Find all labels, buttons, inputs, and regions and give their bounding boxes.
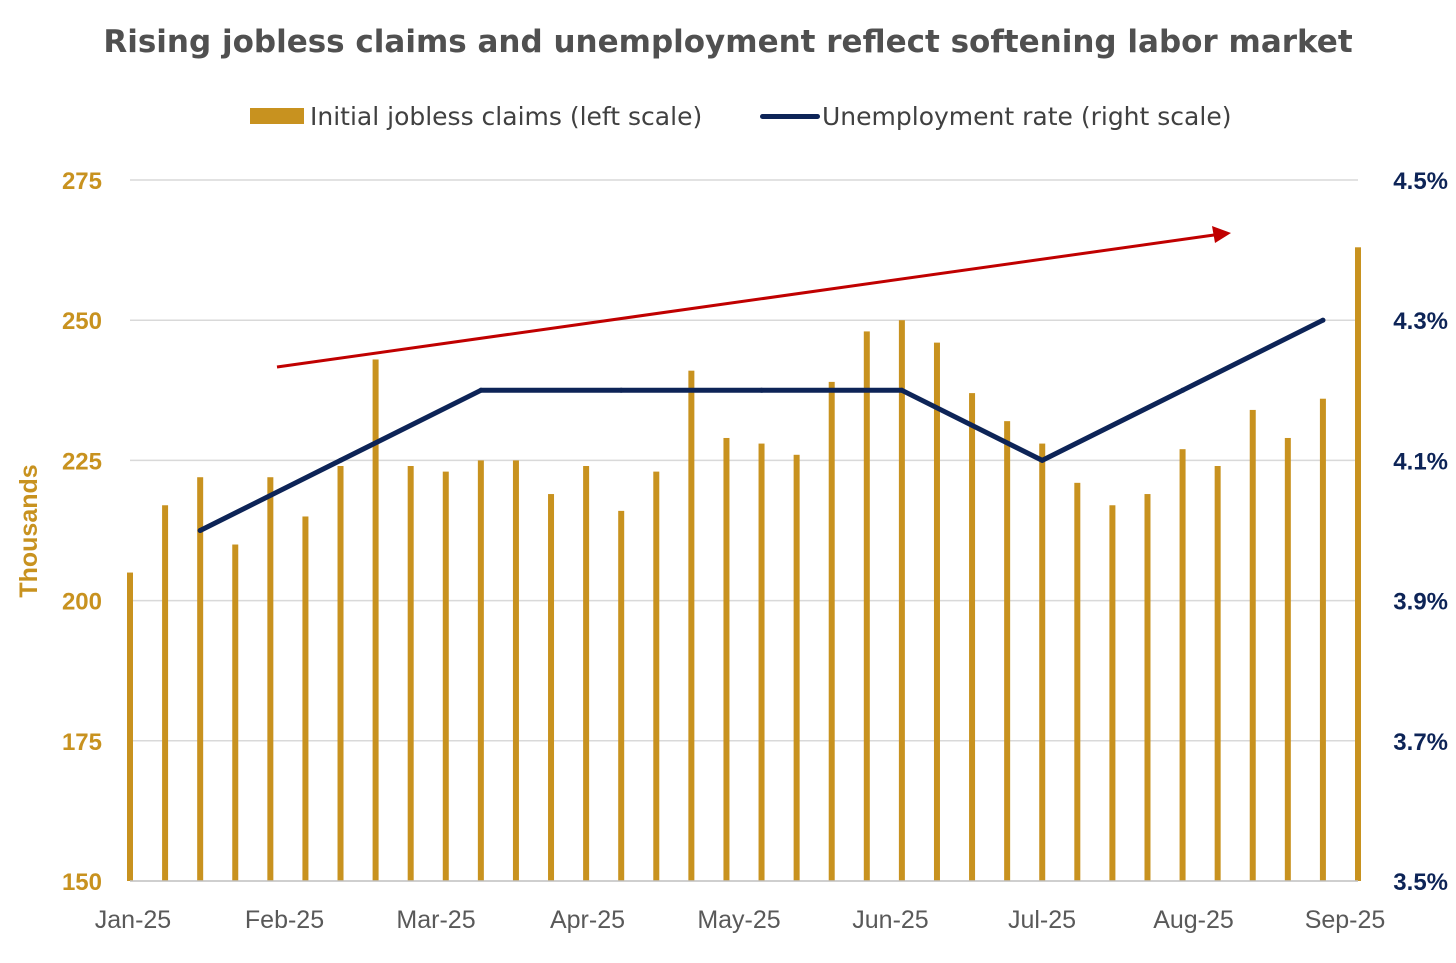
claims-bar bbox=[898, 320, 905, 881]
claims-bar bbox=[618, 510, 625, 881]
unemployment-point bbox=[759, 387, 765, 393]
claims-bar bbox=[969, 393, 976, 881]
unemployment-point bbox=[1180, 387, 1186, 393]
left-tick-label: 250 bbox=[62, 308, 102, 335]
claims-bar bbox=[442, 471, 449, 881]
right-tick-label: 4.5% bbox=[1393, 168, 1448, 195]
claims-bar bbox=[1284, 437, 1291, 881]
x-tick-label: Aug-25 bbox=[1153, 906, 1234, 934]
claims-bar bbox=[688, 370, 695, 881]
claims-bar bbox=[407, 466, 414, 881]
left-tick-label: 225 bbox=[62, 448, 102, 475]
unemployment-point bbox=[338, 457, 344, 463]
right-tick-label: 4.1% bbox=[1393, 448, 1448, 475]
unemployment-line-group bbox=[197, 317, 1326, 533]
claims-bar bbox=[372, 359, 379, 881]
claims-bar bbox=[127, 572, 133, 881]
unemployment-point bbox=[478, 387, 484, 393]
x-tick-label: Jul-25 bbox=[1008, 906, 1076, 934]
claims-bar bbox=[162, 505, 169, 881]
claims-bar bbox=[793, 454, 800, 881]
claims-bar bbox=[1144, 494, 1151, 881]
x-tick-label: Feb-25 bbox=[245, 906, 324, 934]
left-tick-label: 275 bbox=[62, 168, 102, 195]
right-tick-label: 3.7% bbox=[1393, 729, 1448, 756]
claims-bar bbox=[1109, 505, 1116, 881]
chart-title: Rising jobless claims and unemployment r… bbox=[103, 24, 1353, 60]
claims-bar bbox=[1319, 398, 1326, 881]
legend-label-unemployment: Unemployment rate (right scale) bbox=[822, 101, 1232, 131]
claims-bar bbox=[933, 342, 940, 882]
right-tick-label: 3.5% bbox=[1393, 869, 1448, 896]
claims-bar bbox=[267, 477, 274, 881]
claims-bar bbox=[758, 443, 765, 881]
claims-bar bbox=[1249, 409, 1256, 881]
trend-arrow-head bbox=[1212, 226, 1231, 243]
claims-bar bbox=[1214, 466, 1221, 881]
legend-swatch-unemployment bbox=[760, 113, 820, 119]
unemployment-point bbox=[1320, 317, 1326, 323]
y-axis-label: Thousands bbox=[15, 464, 43, 597]
claims-bar bbox=[653, 471, 660, 881]
unemployment-point bbox=[618, 387, 624, 393]
claims-bar bbox=[512, 460, 519, 881]
claims-bar bbox=[1004, 421, 1011, 881]
claims-bar bbox=[583, 466, 590, 881]
legend: Initial jobless claims (left scale) Unem… bbox=[0, 98, 1456, 134]
gridlines bbox=[130, 179, 1358, 742]
claims-bar bbox=[302, 516, 309, 881]
unemployment-point bbox=[1039, 457, 1045, 463]
x-tick-label: May-25 bbox=[697, 906, 780, 934]
trend-arrow-line bbox=[276, 233, 1215, 369]
x-tick-label: Sep-25 bbox=[1305, 906, 1386, 934]
claims-bar bbox=[863, 331, 870, 881]
unemployment-point bbox=[197, 528, 203, 533]
legend-item-unemployment: Unemployment rate (right scale) bbox=[760, 98, 1231, 134]
claims-bar bbox=[337, 466, 344, 881]
x-tick-label: Apr-25 bbox=[550, 906, 625, 934]
claims-bar bbox=[828, 381, 835, 881]
claims-bar bbox=[548, 494, 555, 881]
trend-arrow-group bbox=[276, 226, 1231, 369]
left-tick-label: 175 bbox=[62, 729, 102, 756]
claims-bars bbox=[127, 247, 1361, 882]
axes: 150 3.5% 175 3.7% 200 3.9% 225 4.1% 250 4.3% 275 4.… bbox=[62, 168, 1448, 934]
claims-bar bbox=[232, 544, 239, 881]
claims-bar bbox=[1074, 482, 1081, 881]
left-tick-label: 150 bbox=[62, 869, 102, 896]
claims-bar bbox=[197, 477, 204, 881]
legend-swatch-claims bbox=[250, 108, 304, 124]
unemployment-point bbox=[899, 387, 905, 393]
right-tick-label: 3.9% bbox=[1393, 589, 1448, 616]
x-tick-label: Jan-25 bbox=[95, 906, 171, 934]
left-tick-label: 200 bbox=[62, 589, 102, 616]
legend-label-claims: Initial jobless claims (left scale) bbox=[310, 101, 703, 131]
x-tick-label: Jun-25 bbox=[852, 906, 928, 934]
claims-bar bbox=[477, 460, 484, 881]
x-tick-label: Mar-25 bbox=[396, 906, 475, 934]
claims-bar bbox=[1179, 449, 1186, 881]
claims-bar bbox=[1039, 443, 1046, 881]
claims-bar bbox=[1355, 247, 1361, 881]
legend-item-claims: Initial jobless claims (left scale) bbox=[250, 98, 702, 134]
right-tick-label: 4.3% bbox=[1393, 308, 1448, 335]
claims-bar bbox=[723, 437, 730, 881]
